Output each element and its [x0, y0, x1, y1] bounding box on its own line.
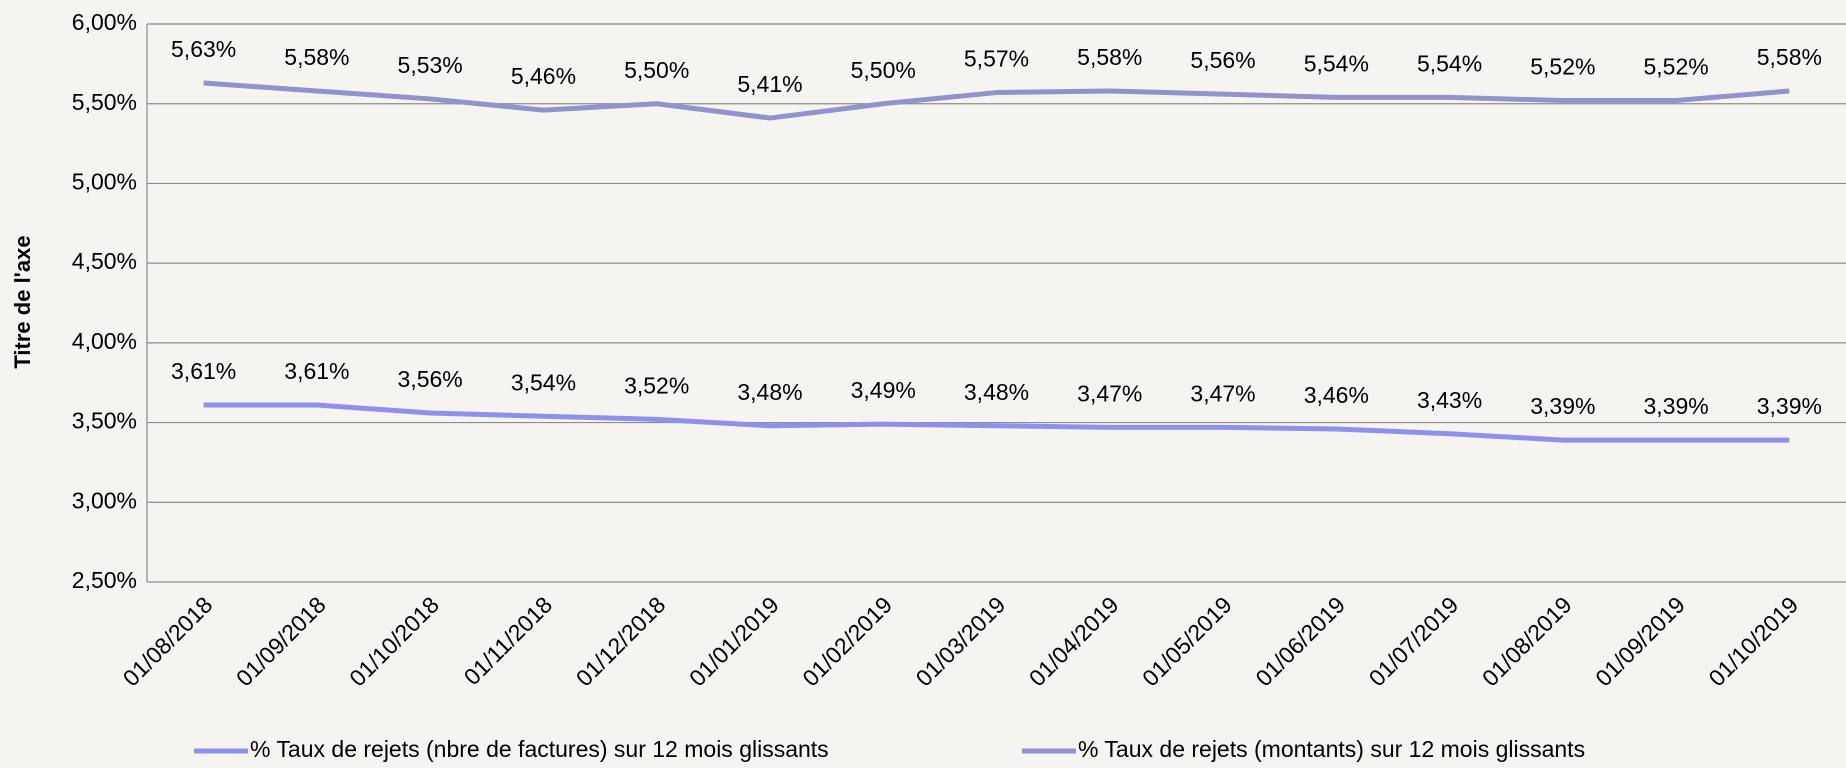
data-label: 3,47% — [1077, 380, 1142, 406]
data-label: 5,46% — [511, 63, 576, 89]
y-tick-label: 2,50% — [72, 567, 137, 593]
data-label: 3,39% — [1643, 393, 1708, 419]
y-tick-label: 5,50% — [72, 89, 137, 115]
data-label: 5,54% — [1417, 50, 1482, 76]
data-label: 3,52% — [624, 372, 689, 398]
x-tick-label: 01/05/2019 — [1137, 591, 1237, 691]
data-label: 3,54% — [511, 369, 576, 395]
data-label: 3,39% — [1757, 393, 1822, 419]
y-axis-title: Titre de l'axe — [10, 235, 35, 368]
data-label: 5,50% — [851, 57, 916, 83]
data-label: 3,39% — [1530, 393, 1595, 419]
x-tick-label: 01/08/2019 — [1477, 591, 1577, 691]
y-tick-label: 4,50% — [72, 248, 137, 274]
data-label: 3,48% — [964, 379, 1029, 405]
data-label: 3,48% — [737, 379, 802, 405]
data-label: 5,50% — [624, 57, 689, 83]
data-label: 5,52% — [1643, 54, 1708, 80]
x-tick-label: 01/12/2018 — [571, 591, 671, 691]
x-tick-label: 01/02/2019 — [797, 591, 897, 691]
data-label: 3,43% — [1417, 387, 1482, 413]
data-label: 3,46% — [1304, 382, 1369, 408]
data-label: 5,58% — [1757, 44, 1822, 70]
data-label: 3,61% — [171, 358, 236, 384]
series-line — [203, 402, 1790, 443]
data-label: 3,49% — [851, 377, 916, 403]
series-line — [203, 80, 1790, 121]
legend-label: % Taux de rejets (nbre de factures) sur … — [250, 736, 829, 762]
x-tick-label: 01/06/2019 — [1250, 591, 1350, 691]
data-label: 3,56% — [398, 366, 463, 392]
data-label: 5,53% — [398, 52, 463, 78]
data-label: 3,61% — [284, 358, 349, 384]
x-tick-label: 01/08/2018 — [118, 591, 218, 691]
y-tick-label: 6,00% — [72, 9, 137, 35]
data-label: 5,57% — [964, 46, 1029, 72]
x-tick-label: 01/10/2018 — [344, 591, 444, 691]
legend-label: % Taux de rejets (montants) sur 12 mois … — [1078, 736, 1585, 762]
data-label: 5,54% — [1304, 50, 1369, 76]
y-tick-label: 3,50% — [72, 408, 137, 434]
x-tick-label: 01/09/2018 — [231, 591, 331, 691]
y-tick-label: 4,00% — [72, 328, 137, 354]
data-label: 5,41% — [737, 71, 802, 97]
data-label: 5,63% — [171, 36, 236, 62]
x-tick-label: 01/10/2019 — [1703, 591, 1803, 691]
x-tick-label: 01/03/2019 — [911, 591, 1011, 691]
data-label: 5,56% — [1190, 47, 1255, 73]
y-tick-label: 5,00% — [72, 169, 137, 195]
data-label: 5,58% — [284, 44, 349, 70]
x-tick-label: 01/09/2019 — [1590, 591, 1690, 691]
data-label: 5,52% — [1530, 54, 1595, 80]
x-tick-label: 01/01/2019 — [684, 591, 784, 691]
data-label: 3,47% — [1190, 380, 1255, 406]
y-tick-label: 3,00% — [72, 487, 137, 513]
x-tick-label: 01/04/2019 — [1024, 591, 1124, 691]
x-tick-label: 01/07/2019 — [1364, 591, 1464, 691]
data-label: 5,58% — [1077, 44, 1142, 70]
x-tick-label: 01/11/2018 — [459, 591, 558, 690]
